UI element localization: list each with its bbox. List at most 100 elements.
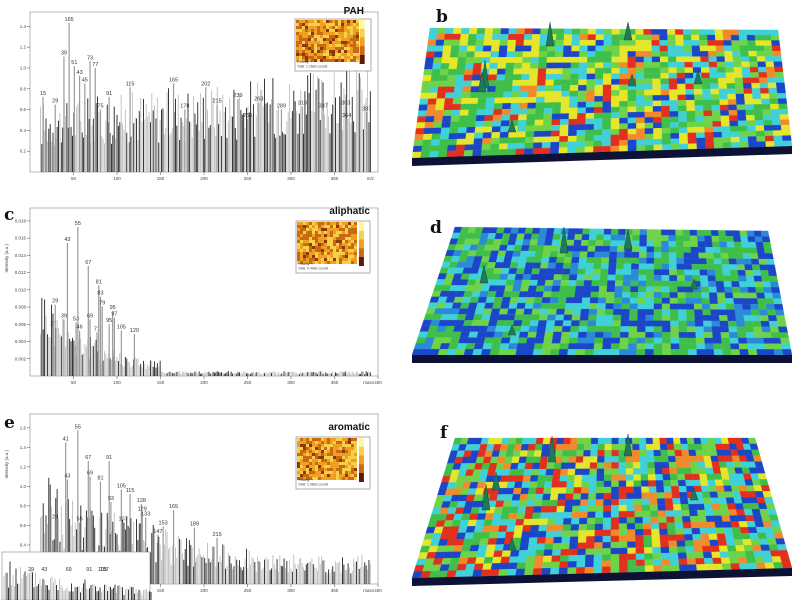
surface-cell	[492, 302, 502, 309]
surface-cell	[602, 554, 611, 561]
surface-cell	[625, 456, 634, 463]
inset-pixel	[306, 471, 309, 474]
surface-cell	[723, 40, 733, 46]
surface-cell	[662, 474, 671, 481]
surface-cell	[546, 462, 555, 470]
surface-cell	[701, 298, 711, 305]
surface-cell	[627, 541, 636, 549]
inset-pixel	[329, 35, 332, 38]
surface-cell	[766, 66, 776, 73]
inset-pixel	[309, 255, 312, 258]
inset-pixel	[342, 447, 345, 450]
surface-cell	[727, 320, 737, 327]
y-tick-label: 0.8	[20, 86, 27, 91]
surface-cell	[716, 56, 726, 63]
surface-cell	[579, 45, 588, 52]
surface-cell	[627, 89, 637, 96]
surface-cell	[712, 557, 723, 565]
surface-cell	[577, 262, 587, 270]
surface-cell	[582, 285, 592, 293]
surface-cell	[667, 40, 676, 46]
surface-cell	[585, 107, 595, 114]
inset-pixel	[309, 477, 312, 480]
surface-cell	[577, 536, 587, 543]
surface-cell	[555, 34, 565, 41]
surface-cell	[576, 560, 586, 568]
inset-pixel	[321, 468, 324, 471]
surface-cell	[615, 263, 625, 270]
surface-cell	[518, 331, 529, 338]
surface-cell	[703, 320, 713, 327]
surface-cell	[417, 110, 428, 117]
inset-pixel	[342, 222, 345, 225]
inset-pixel	[348, 459, 351, 462]
surface-cell	[715, 45, 725, 52]
inset-pixel	[315, 459, 318, 462]
surface-cell	[771, 337, 782, 344]
surface-cell	[587, 56, 596, 63]
surface-cell	[743, 82, 753, 89]
inset-pixel	[336, 471, 339, 474]
inset-pixel	[318, 450, 321, 453]
surface-cell	[650, 510, 659, 518]
inset-pixel	[317, 23, 320, 26]
surface-cell	[621, 297, 631, 304]
inset-pixel	[300, 456, 303, 459]
inset-pixel	[302, 56, 305, 59]
surface-cell	[774, 66, 784, 73]
surface-cell	[587, 34, 597, 41]
surface-cell	[603, 320, 613, 327]
surface-cell	[730, 343, 740, 350]
surface-cell	[455, 74, 465, 81]
surface-cell	[732, 533, 743, 540]
surface-cell	[542, 493, 552, 501]
surface-cell	[757, 532, 768, 540]
surface-cell	[547, 518, 557, 526]
x-tick-label: 400	[374, 588, 382, 593]
surface-cell	[441, 51, 452, 58]
surface-cell	[464, 144, 474, 151]
inset-pixel	[320, 47, 323, 50]
surface-cell	[749, 532, 760, 540]
surface-cell	[687, 332, 697, 339]
surface-cell	[780, 119, 790, 126]
surface-cell	[645, 297, 655, 304]
inset-pixel	[318, 243, 321, 246]
surface-cell	[552, 475, 561, 482]
surface-cell	[646, 456, 655, 463]
inset-pixel	[345, 240, 348, 243]
inset-pixel	[345, 471, 348, 474]
inset-pixel	[335, 56, 338, 59]
inset-pixel	[318, 240, 321, 243]
inset-pixel	[305, 23, 308, 26]
surface-cell	[676, 263, 685, 270]
surface-cell	[630, 274, 639, 281]
surface-cell	[535, 437, 544, 445]
surface-cell	[635, 95, 645, 102]
surface-cell	[636, 343, 646, 350]
surface-cell	[718, 545, 729, 552]
surface-cell	[567, 141, 577, 148]
inset-pixel	[320, 29, 323, 32]
surface-cell	[747, 562, 758, 570]
inset-pixel	[354, 441, 357, 444]
surface-cell	[694, 99, 704, 106]
surface-cell	[725, 230, 734, 237]
surface-cell	[535, 108, 545, 115]
inset-pixel	[302, 41, 305, 44]
inset-pixel	[320, 26, 323, 29]
surface-cell	[565, 493, 574, 501]
surface-cell	[678, 315, 687, 322]
surface-cell	[733, 298, 743, 305]
inset-pixel	[306, 252, 309, 255]
inset-pixel	[314, 29, 317, 32]
inset-pixel	[318, 471, 321, 474]
surface-cell	[545, 68, 555, 75]
inset-pixel	[308, 26, 311, 29]
surface-cell	[596, 462, 605, 469]
inset-pixel	[336, 261, 339, 264]
inset-pixel	[347, 50, 350, 53]
surface-cell	[619, 62, 628, 69]
inset-pixel	[342, 459, 345, 462]
surface-cell	[533, 450, 543, 457]
